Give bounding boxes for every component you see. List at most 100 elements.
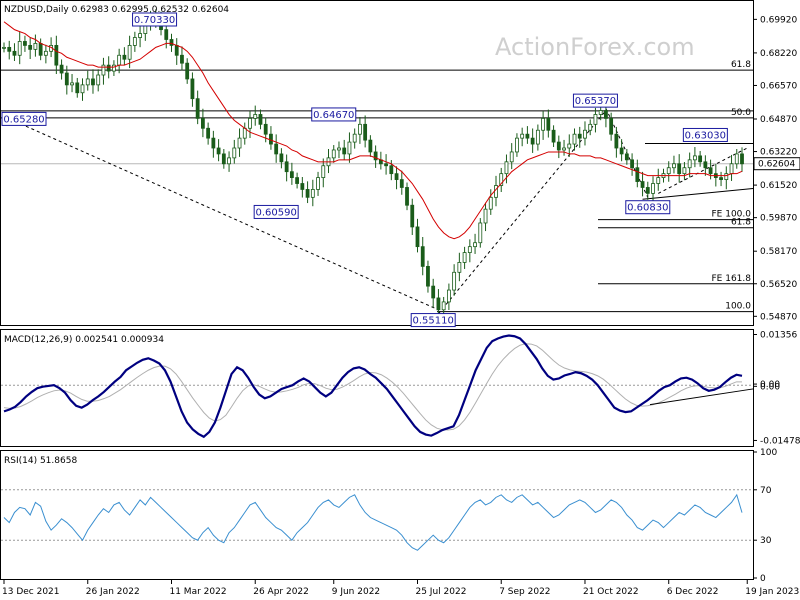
candle-body — [494, 185, 498, 198]
candle-body — [394, 173, 399, 180]
candle-body — [462, 252, 467, 263]
last-price-box — [753, 157, 800, 171]
candle-body — [530, 137, 535, 145]
candle-body — [567, 143, 572, 149]
rsi-panel-frame — [0, 450, 754, 580]
price-y-tick-label: 0.59870 — [760, 214, 797, 224]
candle-body — [195, 98, 200, 119]
candle-body — [43, 50, 48, 56]
candle-body — [609, 118, 614, 135]
rsi-label: RSI(14) 51.8658 — [4, 456, 77, 466]
price-label-text: 0.55110 — [413, 316, 454, 327]
rsi-line — [3, 493, 743, 551]
candle-body — [635, 167, 640, 182]
candle-body — [80, 84, 85, 94]
candle-body — [96, 74, 101, 86]
candle-body — [509, 151, 514, 163]
price-y-tick-label: 0.69920 — [760, 15, 797, 25]
x-tick-label: 9 Jun 2022 — [332, 587, 380, 597]
candle-body — [467, 246, 472, 253]
candle-body — [347, 141, 352, 155]
candle-body — [446, 289, 451, 303]
candle-body — [504, 161, 509, 175]
candle-body — [300, 183, 305, 190]
candle-body — [588, 123, 593, 131]
candle-body — [54, 45, 59, 66]
candle-body — [520, 133, 525, 139]
candle-body — [687, 159, 692, 169]
candle-body — [185, 62, 190, 80]
candle-body — [237, 137, 242, 149]
candle-body — [499, 173, 504, 186]
candle-body — [614, 133, 619, 149]
macd-trendline — [649, 388, 754, 406]
price-label-text: 0.65370 — [575, 96, 616, 107]
candle-body — [452, 271, 457, 291]
descending-trendline — [3, 115, 439, 311]
x-tick-label: 26 Apr 2022 — [253, 587, 309, 597]
price-y-tick-label: 0.56520 — [760, 280, 797, 290]
candle-body — [59, 64, 64, 74]
candle-body — [331, 149, 336, 159]
candle-body — [289, 171, 294, 179]
candle-body — [180, 54, 184, 64]
price-label-text: 0.64670 — [313, 110, 354, 121]
price-y-tick-label: 0.63220 — [760, 148, 797, 158]
price-label-text: 0.60830 — [627, 203, 668, 214]
x-tick-label: 25 Jul 2022 — [415, 587, 466, 597]
candle-body — [488, 196, 493, 210]
x-tick-label: 11 Mar 2022 — [169, 587, 226, 597]
fib-level-label: FE 161.8 — [712, 274, 752, 284]
candle-body — [64, 72, 69, 86]
candle-body — [200, 118, 205, 129]
fib-level-label: 100.0 — [725, 302, 751, 312]
moving-average-line — [3, 21, 743, 240]
symbol-label: NZDUSD,Daily 0.62983 0.62995 0.62532 0.6… — [4, 5, 229, 15]
price-label-box — [132, 12, 178, 27]
rsi-y-tick-label: 100 — [760, 448, 777, 458]
x-tick-label: 13 Dec 2021 — [2, 587, 60, 597]
ohlc-values: 0.62983 0.62995 0.62532 0.62604 — [72, 5, 230, 15]
macd-y-tick-label: 0.00 — [760, 380, 780, 390]
x-tick-label: 6 Dec 2022 — [667, 587, 719, 597]
candle-body — [389, 165, 394, 175]
candle-body — [75, 82, 80, 94]
macd-line — [3, 334, 743, 439]
candle-body — [305, 189, 310, 198]
candle-body — [310, 189, 315, 198]
candle-body — [478, 222, 483, 244]
candle-body — [525, 133, 530, 139]
candle-body — [221, 153, 226, 165]
candle-body — [593, 114, 598, 125]
price-y-tick-label: 0.54870 — [760, 312, 797, 322]
candle-body — [206, 127, 211, 139]
candle-body — [342, 147, 347, 155]
candle-body — [216, 147, 221, 155]
price-label-box — [625, 200, 671, 215]
price-y-tick-label: 0.64870 — [760, 115, 797, 125]
macd-panel-frame — [0, 329, 754, 447]
price-label-box — [311, 107, 357, 122]
candle-body — [352, 133, 357, 143]
support-trendline — [642, 187, 754, 200]
candle-body — [651, 183, 655, 194]
candle-body — [551, 129, 556, 143]
price-y-tick-label: 0.61520 — [760, 181, 797, 191]
candle-body — [28, 45, 33, 50]
candle-body — [719, 177, 723, 180]
candle-body — [106, 64, 111, 72]
candle-body — [274, 143, 279, 155]
candle-body — [33, 43, 38, 50]
candle-body — [12, 50, 17, 56]
candle-body — [316, 177, 320, 190]
symbol-name: NZDUSD,Daily — [4, 5, 69, 15]
axes: 0.69920 0.68220 0.66570 0.64870 0.63220 0.615… — [2, 15, 800, 597]
x-tick-label: 7 Sep 2022 — [499, 587, 550, 597]
candle-body — [295, 177, 300, 184]
rsi-y-tick-label: 0 — [760, 574, 766, 584]
candle-body — [169, 39, 174, 46]
candle-body — [546, 118, 551, 131]
ascending-trendline — [438, 110, 607, 315]
candle-body — [562, 147, 566, 151]
rsi-series — [1, 489, 753, 551]
